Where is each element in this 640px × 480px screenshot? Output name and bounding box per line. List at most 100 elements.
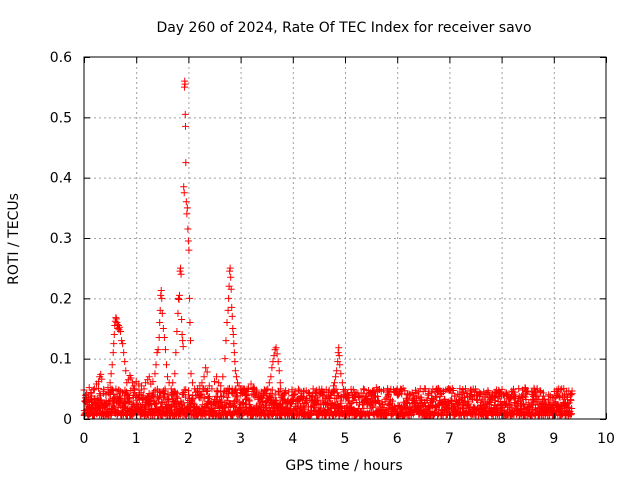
data-point — [247, 380, 255, 388]
data-point — [298, 392, 306, 400]
data-point — [224, 306, 232, 314]
data-point — [337, 399, 345, 407]
data-point — [417, 395, 425, 403]
data-point — [179, 337, 187, 345]
data-point — [271, 346, 279, 354]
x-tick-label: 5 — [341, 431, 350, 447]
data-point — [100, 387, 108, 395]
data-point — [81, 397, 89, 405]
data-point — [112, 314, 120, 322]
data-point — [498, 392, 506, 400]
data-point — [226, 264, 234, 272]
data-point — [528, 401, 536, 409]
data-point — [90, 385, 98, 393]
data-point — [178, 315, 186, 323]
x-tick-label: 9 — [549, 431, 558, 447]
data-point — [223, 393, 231, 401]
data-point — [144, 393, 152, 401]
data-point — [218, 393, 226, 401]
data-point — [227, 273, 235, 281]
data-point — [217, 388, 225, 396]
data-point — [465, 400, 473, 408]
data-point — [184, 225, 192, 233]
data-point — [167, 402, 175, 410]
x-tick-label: 0 — [80, 431, 89, 447]
data-point — [104, 384, 112, 392]
data-point — [310, 402, 318, 410]
data-point — [267, 394, 275, 402]
data-point — [235, 382, 243, 390]
data-point — [244, 385, 252, 393]
data-point — [332, 373, 340, 381]
data-point — [233, 379, 241, 387]
data-point — [529, 406, 537, 414]
data-point — [456, 391, 464, 399]
data-point — [510, 385, 518, 393]
data-point — [487, 394, 495, 402]
data-point — [154, 346, 162, 354]
data-point — [414, 392, 422, 400]
x-tick-label: 3 — [236, 431, 245, 447]
data-point — [202, 364, 210, 372]
data-point — [176, 267, 184, 275]
data-point — [174, 294, 182, 302]
data-point — [374, 397, 382, 405]
data-point — [156, 318, 164, 326]
data-point — [428, 396, 436, 404]
data-point — [267, 390, 275, 398]
data-point — [123, 390, 131, 398]
data-point — [325, 394, 333, 402]
x-tick-label: 6 — [393, 431, 402, 447]
data-point — [217, 382, 225, 390]
data-point — [474, 396, 482, 404]
data-point — [336, 361, 344, 369]
data-point — [157, 286, 165, 294]
data-point — [174, 309, 182, 317]
x-tick-label: 4 — [288, 431, 297, 447]
data-point — [183, 210, 191, 218]
x-tick-label: 1 — [132, 431, 141, 447]
data-point — [130, 382, 138, 390]
data-point — [185, 391, 193, 399]
data-points — [80, 77, 576, 419]
data-point — [315, 400, 323, 408]
y-tick-label: 0.1 — [50, 352, 72, 368]
data-point — [167, 385, 175, 393]
y-tick-label: 0.5 — [50, 110, 72, 126]
data-point — [333, 367, 341, 375]
data-point — [276, 379, 284, 387]
data-point — [229, 325, 237, 332]
data-point — [231, 367, 239, 375]
data-point — [359, 385, 367, 393]
data-point — [145, 373, 153, 381]
data-point — [317, 404, 325, 412]
data-point — [517, 392, 525, 400]
data-point — [515, 385, 523, 393]
data-point — [425, 390, 433, 398]
data-point — [122, 367, 130, 375]
x-axis-label: GPS time / hours — [285, 458, 402, 474]
data-point — [185, 294, 193, 302]
data-point — [268, 364, 276, 372]
data-point — [97, 370, 105, 378]
data-point — [160, 334, 168, 342]
data-point — [153, 349, 161, 357]
data-point — [109, 349, 117, 357]
data-point — [182, 198, 190, 206]
data-point — [185, 246, 193, 254]
data-point — [159, 325, 167, 332]
data-point — [328, 388, 336, 396]
data-point — [117, 328, 125, 336]
data-point — [267, 373, 275, 381]
data-point — [186, 318, 194, 326]
data-point — [466, 392, 474, 400]
data-point — [563, 400, 571, 408]
data-point — [304, 403, 312, 411]
y-tick-label: 0.4 — [50, 171, 72, 187]
data-point — [85, 384, 93, 392]
data-point — [183, 204, 191, 212]
data-point — [369, 403, 377, 411]
data-point — [110, 331, 118, 339]
data-point — [203, 387, 211, 395]
data-point — [178, 331, 186, 339]
